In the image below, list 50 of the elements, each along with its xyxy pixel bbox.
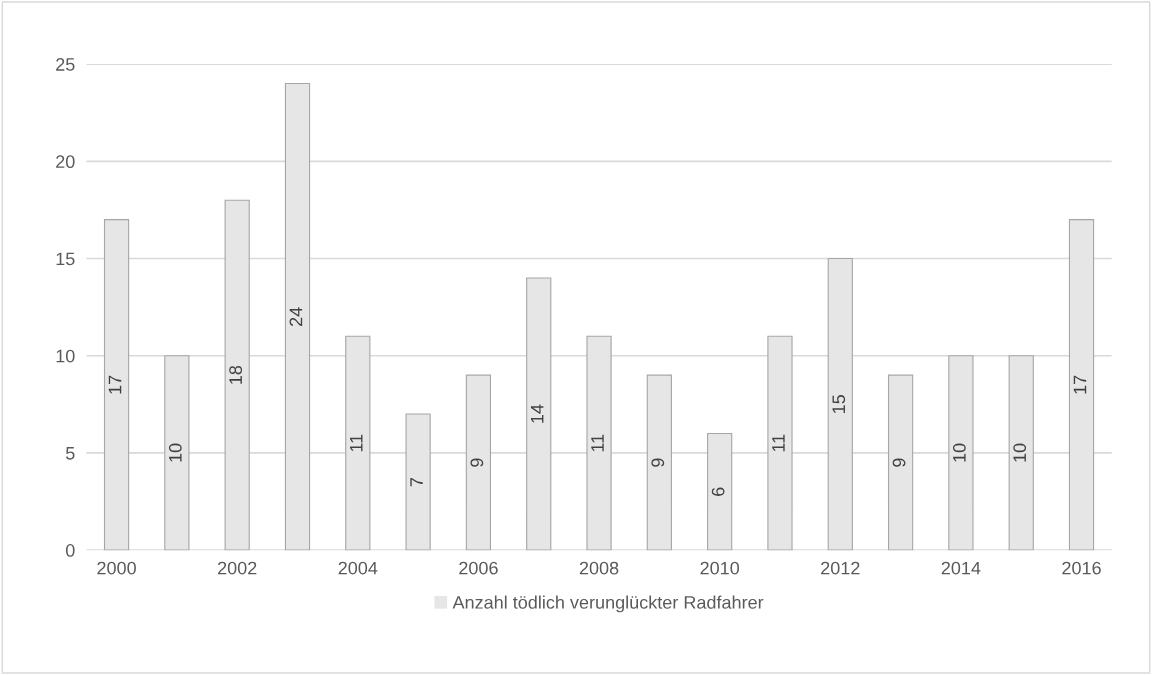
x-tick-label: 2012 (821, 561, 860, 575)
y-tick-label: 25 (56, 58, 75, 71)
data-label: 18 (229, 365, 243, 384)
x-tick-label: 2008 (579, 561, 619, 575)
bar (526, 277, 552, 551)
data-label: 6 (711, 487, 725, 496)
bar (164, 355, 190, 551)
bar (1008, 355, 1034, 551)
y-tick-label: 15 (56, 252, 75, 266)
data-label: 9 (892, 458, 906, 467)
bar (103, 219, 130, 551)
bar (1068, 219, 1095, 551)
x-tick-label: 2002 (218, 561, 257, 575)
data-label: 10 (168, 443, 182, 462)
y-tick-label: 5 (65, 447, 75, 460)
data-label: 9 (651, 458, 665, 467)
x-tick-label: 2014 (941, 561, 981, 575)
data-label: 11 (350, 434, 363, 452)
data-label: 14 (530, 404, 544, 423)
bar (586, 335, 612, 551)
data-label: 10 (952, 443, 966, 462)
data-label: 9 (470, 458, 484, 467)
bar (707, 432, 733, 551)
bar (284, 83, 311, 551)
bar (827, 257, 853, 551)
x-tick-label: 2010 (700, 561, 740, 575)
data-label: 24 (289, 307, 303, 326)
bar (405, 413, 431, 551)
bar (646, 374, 672, 551)
data-label: 7 (410, 477, 423, 487)
data-label: 17 (108, 375, 122, 394)
bar (767, 335, 793, 551)
x-tick-label: 2016 (1062, 561, 1101, 575)
legend-label: Anzahl tödlich verunglückter Radfahrer (452, 595, 764, 613)
x-tick-label: 2004 (338, 561, 378, 575)
data-label: 17 (1073, 375, 1087, 394)
data-label: 15 (832, 395, 846, 413)
x-tick-label: 2006 (459, 561, 498, 575)
bar (887, 374, 914, 551)
y-tick-label: 10 (56, 349, 75, 363)
data-label: 11 (591, 434, 604, 452)
bar (345, 335, 371, 551)
y-tick-label: 0 (65, 544, 75, 557)
data-label: 10 (1013, 443, 1027, 462)
bar (465, 374, 492, 551)
x-tick-label: 2000 (97, 561, 136, 575)
bar (224, 199, 250, 551)
bar (948, 355, 974, 551)
y-tick-label: 20 (56, 155, 75, 169)
data-label: 11 (772, 434, 785, 452)
